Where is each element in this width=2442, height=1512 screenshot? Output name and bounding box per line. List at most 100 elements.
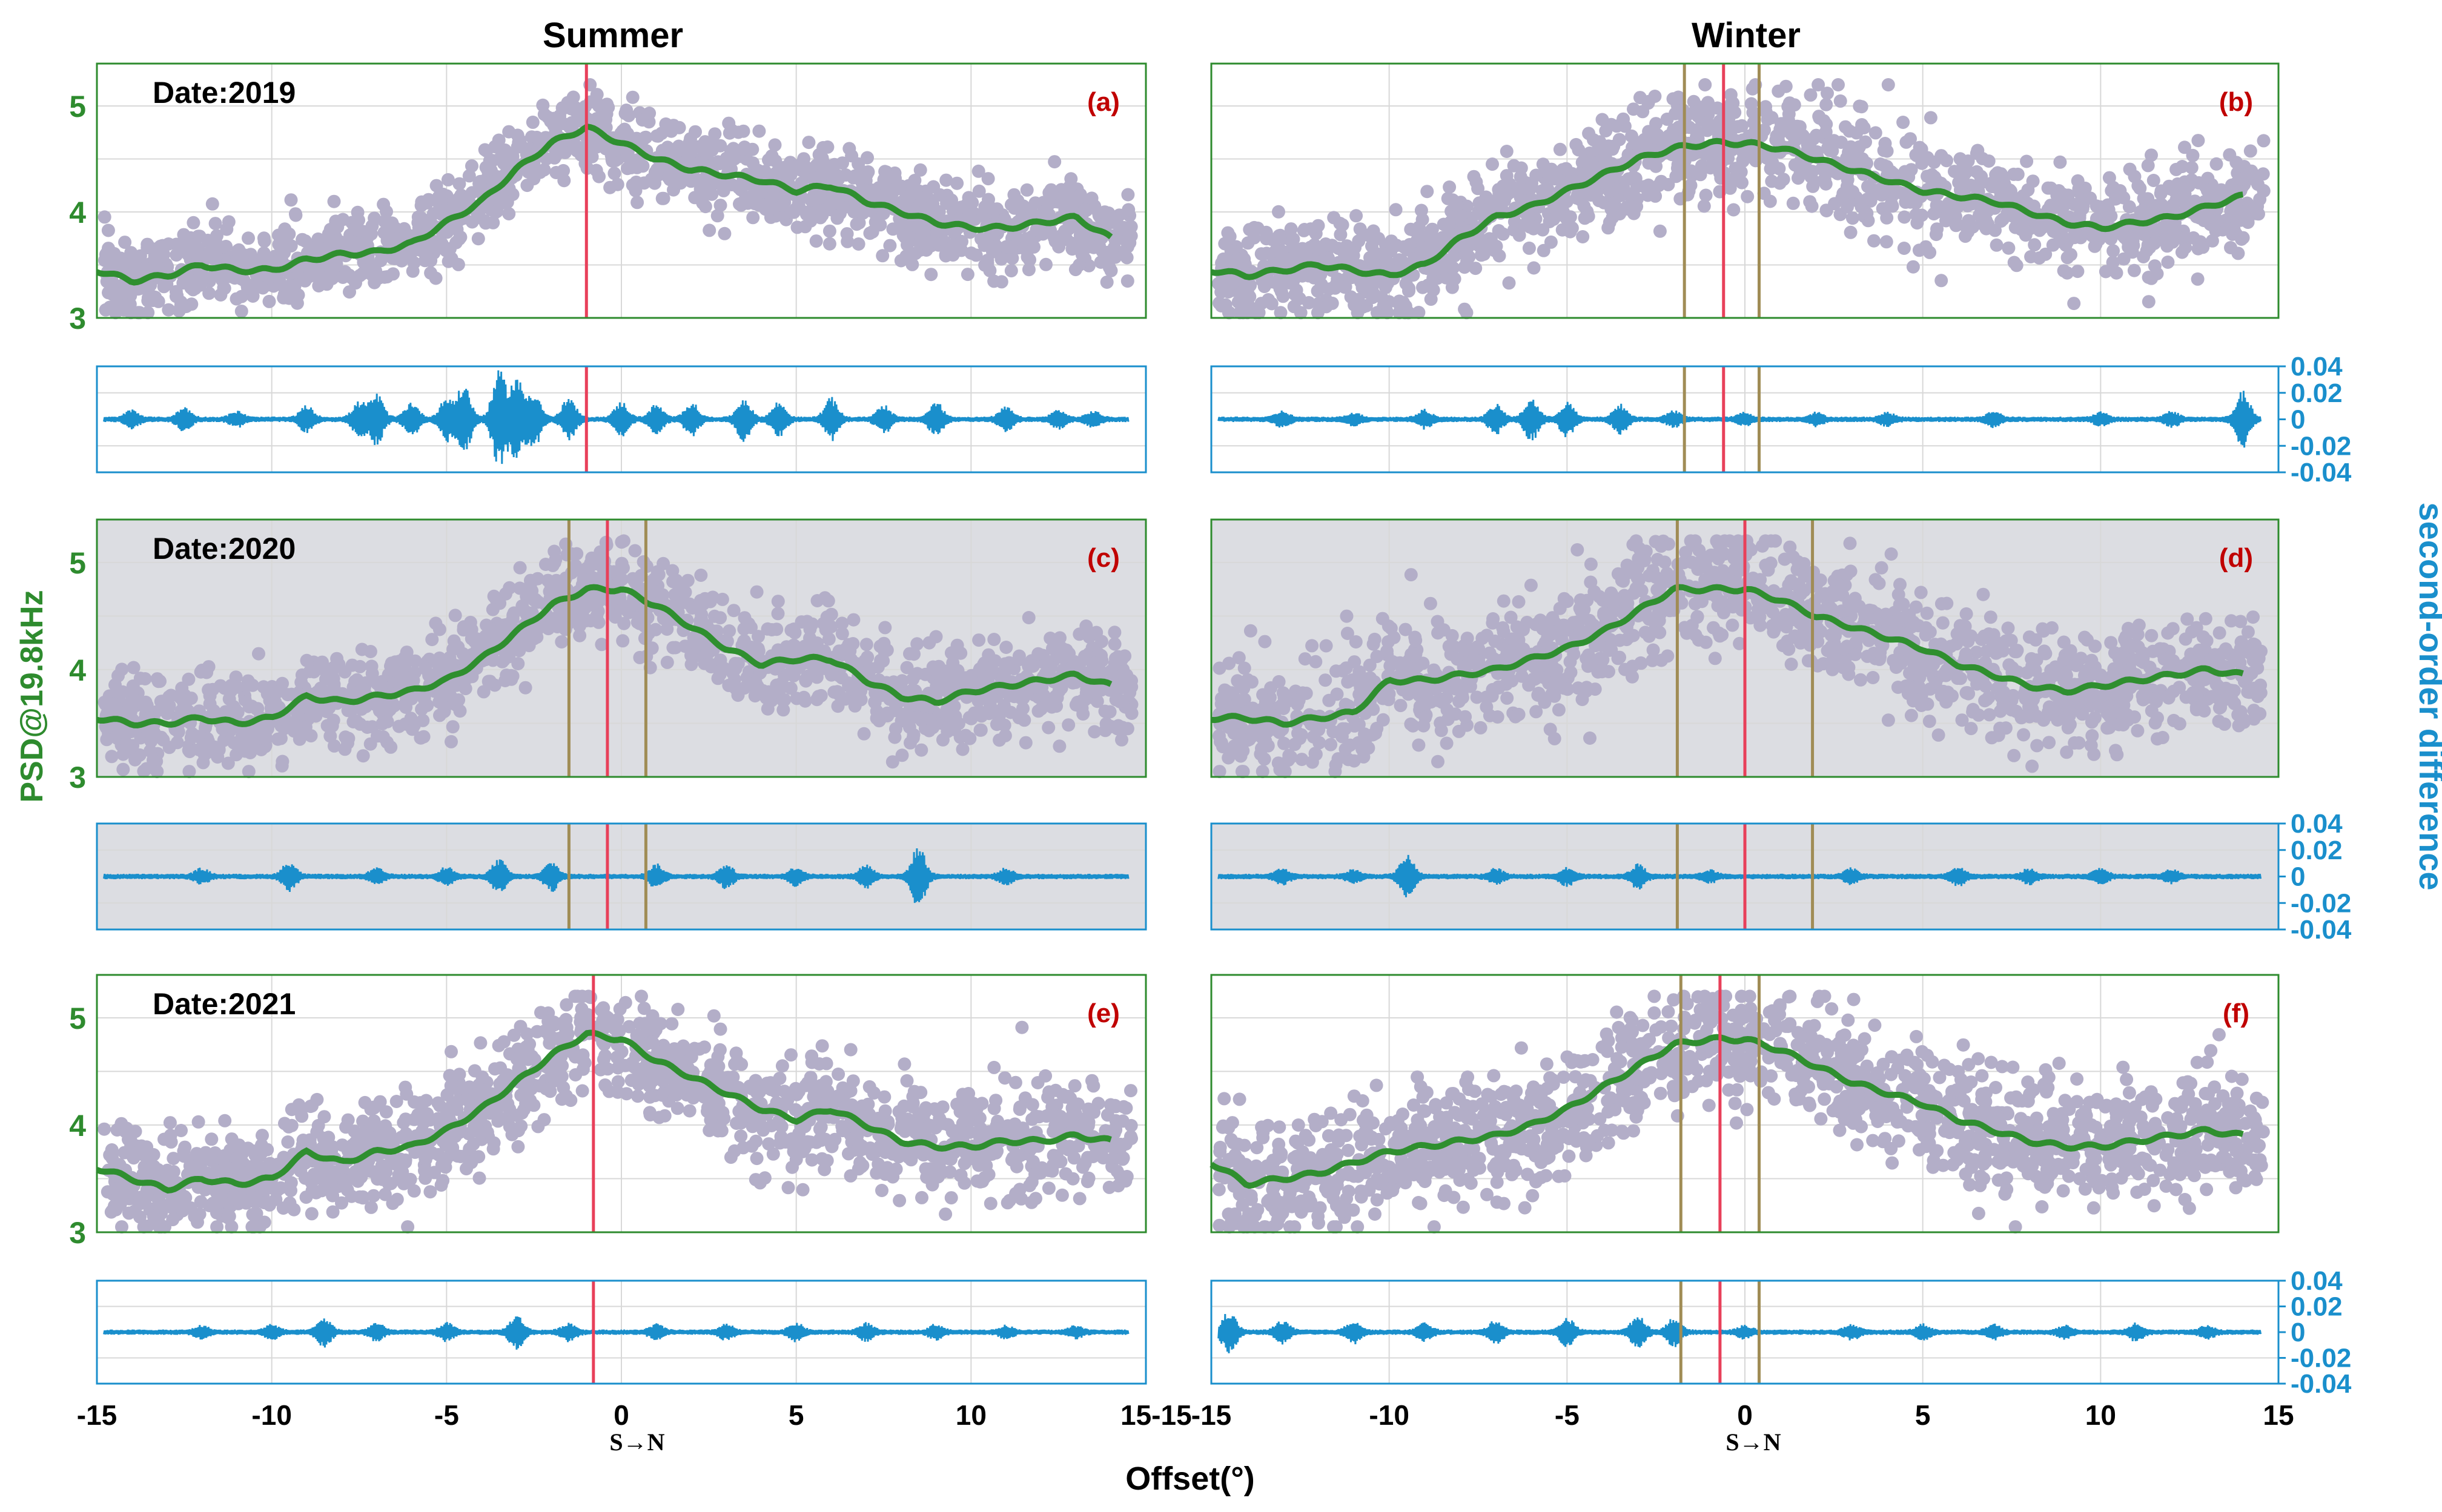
scatter-point [626,90,640,104]
scatter-point [2011,167,2025,181]
scatter-point [2033,251,2047,265]
scatter-point [718,177,731,191]
scatter-point [197,748,211,762]
scatter-point [1120,274,1134,288]
scatter-point [1030,223,1044,237]
scatter-point [751,642,765,656]
scatter-point [803,622,817,636]
scatter-point [2249,174,2263,188]
scatter-point [329,216,343,229]
scatter-point [1689,123,1702,137]
scatter-point [766,190,779,203]
scatter-point [624,598,638,612]
scatter-point [175,681,189,695]
scatter-point [2229,227,2243,241]
scatter-point [690,638,704,652]
scatter-point [1786,196,1800,210]
scatter-point [1104,264,1118,277]
scatter-point [1879,235,1893,249]
scatter-point [564,547,578,561]
scatter-point [411,216,425,229]
scatter-point [252,647,265,661]
scatter-point [2176,160,2189,173]
scatter-point [737,622,751,636]
scatter-point [698,200,712,214]
scatter-point [972,184,986,198]
scatter-point [256,281,270,295]
scatter-point [1996,213,2010,226]
scatter-point [1860,206,1874,220]
scatter-point [827,157,841,171]
scatter-point [870,711,884,725]
scatter-point [1471,182,1485,196]
scatter-point [2109,266,2123,280]
scatter-point [950,176,964,190]
scatter-point [2026,174,2040,188]
scatter-point [638,131,652,144]
scatter-point [1873,157,1887,171]
scatter-point [1660,112,1674,126]
scatter-point [1598,148,1612,162]
scatter-point [1116,721,1130,735]
scatter-point [1243,624,1257,638]
scatter-point [770,622,784,636]
scatter-point [815,208,829,222]
scatter-point [453,704,467,718]
scatter-point [1850,126,1864,140]
scatter-point [1027,240,1041,254]
scatter-point [303,664,317,678]
scatter-point [1259,232,1273,246]
scatter-point [2099,265,2113,279]
scatter-point [1896,116,1910,129]
scatter-point [325,719,339,733]
scatter-point [557,174,571,188]
scatter-point [1002,689,1016,702]
scatter-point [141,306,155,320]
scatter-point [797,690,811,704]
scatter-point [1085,191,1099,205]
scatter-point [922,636,936,650]
scatter-point [1079,619,1093,633]
scatter-point [222,215,236,229]
scatter-point [842,679,856,693]
scatter-point [1578,211,1592,225]
scatter-point [2177,187,2191,201]
scatter-point [234,305,248,318]
scatter-point [239,257,253,271]
scatter-point [288,207,302,221]
scatter-point [2146,174,2160,187]
scatter-point [947,647,961,661]
scatter-point [1899,168,1913,182]
scatter-point [278,222,292,236]
scatter-point [1909,208,1923,222]
scatter-point [908,174,922,187]
scatter-point [643,107,657,120]
scatter-point [271,732,285,746]
scatter-point [1044,223,1057,237]
scatter-point [666,641,680,655]
y-tick-label: 5 [69,546,86,580]
scatter-point [1868,126,1882,140]
scatter-point [365,259,379,272]
scatter-point [1020,183,1034,197]
scatter-point [203,697,217,711]
scatter-point [1555,198,1569,211]
scatter-point [1923,245,1937,259]
diff-series [103,370,1130,464]
scatter-point [1819,97,1833,111]
scatter-point [157,280,171,294]
scatter-point [2127,263,2141,277]
panel-b: (b)0.040.020-0.02-0.04 [1210,62,2352,487]
scatter-point [1460,254,1474,268]
scatter-point [1254,297,1268,311]
scatter-point [1620,202,1634,216]
scatter-point [708,127,722,141]
scatter-point [442,659,455,673]
scatter-point [170,736,184,750]
scatter-point [416,713,430,727]
scatter-point [776,645,790,659]
scatter-point [621,145,635,159]
scatter-point [600,97,614,111]
scatter-point [1053,739,1067,753]
scatter-point [863,661,877,675]
